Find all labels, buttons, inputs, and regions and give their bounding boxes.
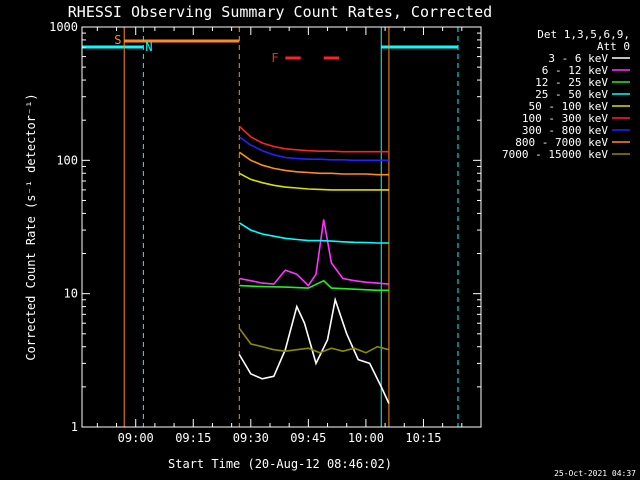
series-line <box>239 219 389 287</box>
x-tick-label: 09:30 <box>233 431 269 445</box>
legend-label: 800 - 7000 keV <box>515 136 608 149</box>
x-tick-label: 09:00 <box>118 431 154 445</box>
flare-label: F <box>271 51 278 65</box>
legend-label: 7000 - 15000 keV <box>502 148 608 161</box>
series-line <box>238 125 389 153</box>
x-tick-label: 10:00 <box>348 431 384 445</box>
series-line <box>238 296 390 404</box>
y-tick-label: 1 <box>71 420 78 434</box>
legend-header-line2: Att 0 <box>597 40 630 53</box>
series-line <box>238 151 389 176</box>
plot-frame <box>81 26 482 428</box>
timestamp: 25-Oct-2021 04:37 <box>554 469 636 478</box>
x-tick-label: 10:15 <box>405 431 441 445</box>
series-line <box>238 136 389 162</box>
legend-header-line1: Det 1,3,5,6,9, <box>537 28 630 41</box>
legend-label: 3 - 6 keV <box>548 52 608 65</box>
series-layer <box>238 125 390 404</box>
series-line <box>238 327 390 354</box>
legend-label: 12 - 25 keV <box>535 76 608 89</box>
y-tick-label: 100 <box>56 153 78 167</box>
saa-label: S <box>114 33 121 47</box>
legend-label: 25 - 50 keV <box>535 88 608 101</box>
legend-label: 100 - 300 keV <box>522 112 608 125</box>
legend-label: 50 - 100 keV <box>529 100 609 113</box>
series-line <box>239 279 389 292</box>
y-axis-label: Corrected Count Rate (s⁻¹ detector⁻¹) <box>24 93 38 360</box>
axis-layer: 09:00 09:15 09:30 09:45 10:00 10:15 1 10 100 1000 <box>49 20 482 445</box>
chart-title: RHESSI Observing Summary Count Rates, Co… <box>68 3 492 21</box>
series-line <box>238 172 389 191</box>
annotation-layer: S N F <box>82 27 459 427</box>
x-tick-label: 09:45 <box>290 431 326 445</box>
x-axis-label: Start Time (20-Aug-12 08:46:02) <box>168 457 392 471</box>
series-line <box>238 222 389 244</box>
y-tick-label: 1000 <box>49 20 78 34</box>
night-label: N <box>145 40 152 54</box>
legend-label: 6 - 12 keV <box>542 64 609 77</box>
x-tick-label: 09:15 <box>175 431 211 445</box>
legend-label: 300 - 800 keV <box>522 124 608 137</box>
y-tick-label: 10 <box>64 287 78 301</box>
